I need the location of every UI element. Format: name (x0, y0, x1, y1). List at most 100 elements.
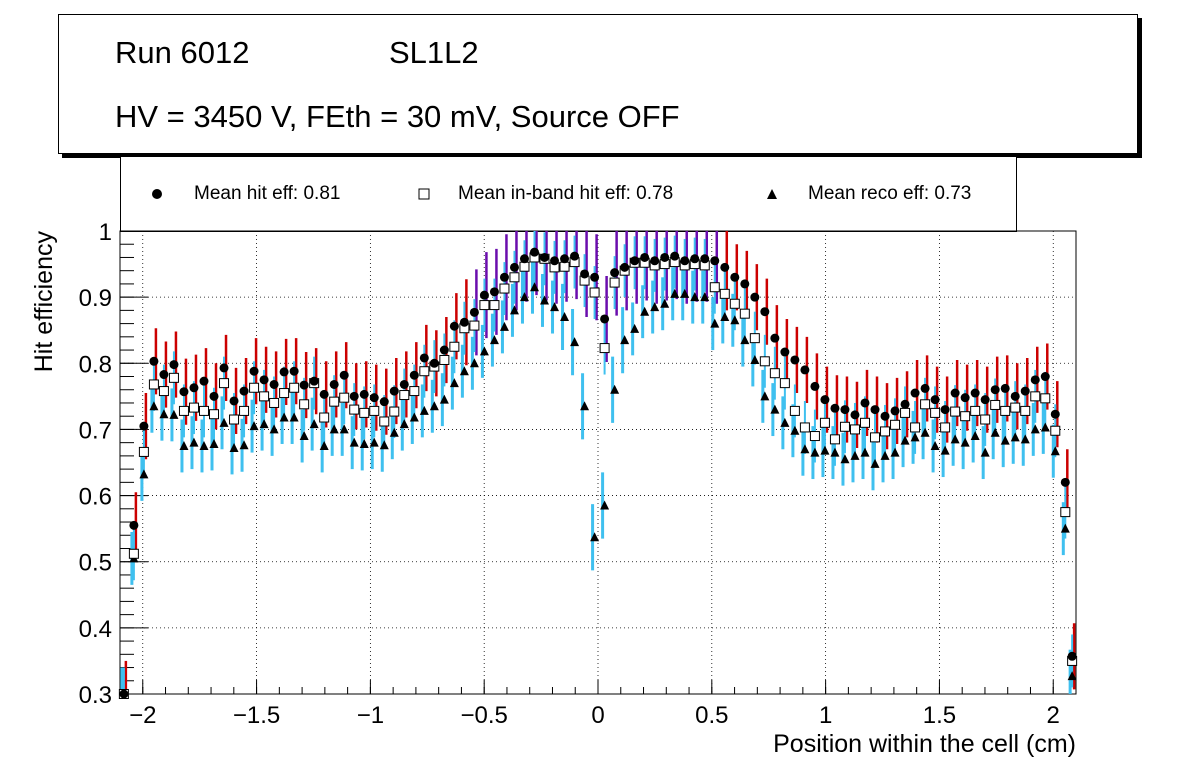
hit-point (169, 360, 179, 370)
inband-point (519, 261, 530, 272)
reco-point (900, 435, 910, 445)
inband-point (509, 272, 520, 283)
inband-point (379, 416, 390, 427)
reco-point (1067, 671, 1077, 681)
inband-point (489, 300, 500, 311)
inband-point (769, 368, 780, 379)
reco-point (169, 409, 179, 419)
reco-point (159, 409, 169, 419)
inband-point (809, 431, 820, 442)
hit-point (329, 379, 339, 389)
inband-point (589, 287, 600, 298)
hit-point (1067, 651, 1077, 661)
x-tick-label: 1.5 (923, 702, 956, 729)
inband-point (359, 407, 370, 418)
axis-ticks: −2 −1.5 −1 −0.5 0 0.5 1 1.5 2 0.3 0.4 0.5 0.6 0.7 0.8 0… (79, 219, 1077, 729)
reco-point (389, 427, 399, 437)
reco-point (149, 401, 159, 411)
reco-point (580, 401, 590, 411)
reco-point (820, 445, 830, 455)
reco-point (850, 450, 860, 460)
hit-point (469, 307, 479, 317)
hit-point (409, 370, 419, 380)
inband-point (789, 405, 800, 416)
inband-point (479, 300, 490, 311)
hit-point (279, 367, 289, 377)
reco-point (369, 437, 379, 447)
hit-point (930, 395, 940, 405)
inband-point (679, 260, 690, 271)
hit-point (850, 410, 860, 420)
reco-point (419, 405, 429, 415)
inband-point (739, 308, 750, 319)
inband-point (239, 405, 250, 416)
inband-point (1020, 405, 1031, 416)
reco-point (529, 282, 539, 292)
inband-point (1000, 405, 1011, 416)
hit-point (1040, 372, 1050, 382)
reco-point (950, 434, 960, 444)
hit-point (339, 370, 349, 380)
hit-point (239, 386, 249, 396)
hit-point (489, 287, 499, 297)
inband-point (729, 298, 740, 309)
reco-point (870, 458, 880, 468)
reco-point (800, 444, 810, 454)
reco-point (429, 401, 439, 411)
inband-point (279, 388, 290, 399)
x-tick-label: 1 (819, 702, 832, 729)
hit-point (680, 256, 690, 266)
y-axis-label: Hit efficiency (30, 231, 58, 373)
hit-point (820, 395, 830, 405)
reco-point (660, 298, 670, 308)
reco-point (730, 315, 740, 325)
x-tick-label: 2 (1047, 702, 1060, 729)
reco-point (139, 469, 149, 479)
inband-point (118, 689, 129, 699)
inband-point (339, 392, 350, 403)
inband-point (839, 421, 850, 432)
inband-point (719, 288, 730, 299)
hit-point (750, 292, 760, 302)
markers (118, 247, 1078, 699)
inband-point (619, 265, 630, 276)
reco-point (920, 427, 930, 437)
hit-point (990, 385, 1000, 395)
inband-point (439, 354, 450, 365)
hit-point (129, 520, 139, 530)
inband-point (880, 426, 891, 437)
plot-frame (119, 230, 1077, 695)
reco-point (289, 412, 299, 422)
reco-point (1000, 435, 1010, 445)
inband-point (849, 424, 860, 435)
hit-point (379, 397, 389, 407)
hit-point (449, 321, 459, 331)
hit-point (199, 376, 209, 386)
hit-point (149, 356, 159, 366)
hit-point (219, 363, 229, 373)
reco-point (780, 417, 790, 427)
x-tick-label: −1 (357, 702, 384, 729)
inband-point (148, 379, 159, 390)
reco-point (199, 440, 209, 450)
y-tick-label: 0.9 (79, 285, 112, 312)
hit-point (640, 252, 650, 262)
hit-point (119, 689, 129, 699)
inband-point (940, 422, 951, 433)
inband-point (649, 260, 660, 271)
inband-point (799, 422, 810, 433)
reco-point (840, 454, 850, 464)
conditions-label: HV = 3450 V, FEth = 30 mV, Source OFF (115, 99, 680, 134)
reco-point (209, 438, 219, 448)
hit-point (509, 262, 519, 272)
inband-point (950, 406, 961, 417)
legend-marker-inband (418, 188, 430, 200)
hit-point (720, 262, 730, 272)
reco-point (960, 437, 970, 447)
reco-point (710, 318, 720, 328)
inband-point (829, 434, 840, 445)
reco-point (309, 419, 319, 429)
hit-point (319, 389, 329, 399)
inband-point (1040, 393, 1051, 404)
hit-point (399, 379, 409, 389)
